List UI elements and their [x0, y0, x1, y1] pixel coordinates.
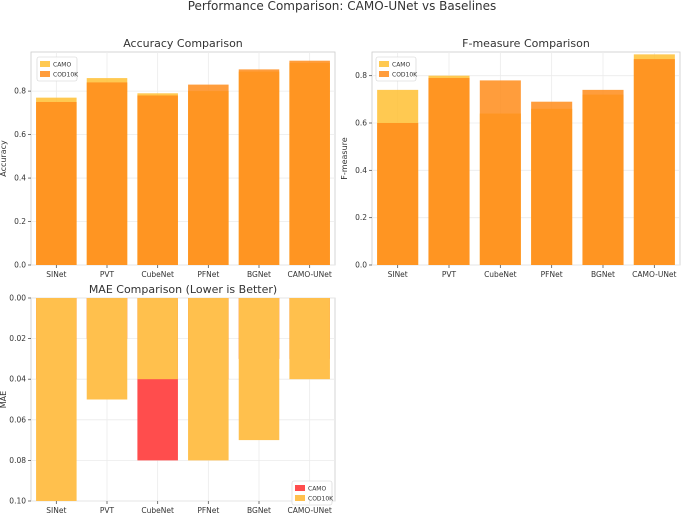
bar-cod10k-sinet	[36, 101, 77, 265]
y-tick-label: 0.8	[355, 71, 367, 80]
bar-cod10k-cubenet	[137, 95, 178, 265]
fmeasure-chart: 0.0 0.2 0.4 0.6 0.8 SINet PVT CubeNet PFNet BGNet…	[340, 37, 681, 279]
y-tick-label: 0.06	[9, 415, 26, 424]
x-tick-label: SINet	[388, 270, 408, 279]
bar-cod10k-cubenet	[137, 298, 178, 380]
chart-title: MAE Comparison (Lower is Better)	[89, 283, 277, 296]
y-axis-label: Accuracy	[0, 140, 8, 177]
legend-swatch	[379, 61, 389, 67]
bar-cod10k-cubenet	[479, 80, 521, 266]
bar-cod10k-bgnet	[238, 298, 280, 441]
x-tick-label: SINet	[46, 270, 66, 279]
x-tick-label: CAMO-UNet	[288, 270, 332, 279]
y-tick-label: 0.08	[9, 456, 26, 465]
bar-cod10k-bgnet	[238, 69, 280, 265]
x-tick-label: CAMO-UNet	[288, 506, 332, 515]
y-tick-label: 0.02	[9, 334, 26, 343]
x-tick-label: BGNet	[247, 506, 271, 515]
y-tick-label: 0.0	[14, 261, 26, 270]
y-axis-label: F-measure	[340, 137, 349, 179]
figure-title: Performance Comparison: CAMO-UNet vs Bas…	[188, 0, 497, 13]
x-tick-label: SINet	[46, 506, 66, 515]
y-tick-label: 0.6	[14, 130, 26, 139]
legend-label: COD10K	[392, 72, 418, 79]
x-tick-label: CubeNet	[484, 270, 517, 279]
bar-cod10k-pvt	[86, 82, 128, 265]
legend-label: COD10K	[53, 72, 79, 79]
bar-cod10k-sinet	[36, 298, 77, 501]
bar-cod10k-camo-unet	[289, 298, 330, 380]
legend-label: CAMO	[308, 486, 326, 493]
y-tick-label: 0.4	[355, 166, 367, 175]
x-tick-label: CubeNet	[141, 506, 174, 515]
x-tick-label: CAMO-UNet	[632, 270, 676, 279]
x-tick-label: BGNet	[247, 270, 271, 279]
chart-title: F-measure Comparison	[462, 37, 590, 50]
x-tick-label: PFNet	[197, 270, 219, 279]
y-tick-label: 0.10	[9, 497, 26, 506]
bar-cod10k-pvt	[428, 78, 470, 266]
legend-label: CAMO	[392, 62, 410, 69]
legend-swatch	[295, 495, 305, 501]
bar-cod10k-pfnet	[531, 101, 573, 265]
bar-cod10k-sinet	[377, 123, 419, 265]
legend-swatch	[40, 71, 50, 77]
mae-chart: 0.00 0.02 0.04 0.06 0.08 0.10 SINet PVT CubeNet P…	[0, 283, 336, 515]
x-tick-label: PVT	[100, 270, 115, 279]
y-tick-label: 0.6	[355, 119, 367, 128]
legend-label: COD10K	[308, 496, 334, 503]
y-tick-label: 0.00	[9, 294, 26, 303]
x-tick-label: PFNet	[541, 270, 563, 279]
y-tick-label: 0.2	[355, 213, 367, 222]
bar-cod10k-pfnet	[188, 84, 229, 265]
bar-cod10k-pvt	[86, 298, 128, 400]
y-tick-label: 0.8	[14, 87, 26, 96]
legend-swatch	[379, 71, 389, 77]
y-tick-label: 0.4	[14, 174, 26, 183]
y-tick-label: 0.2	[14, 217, 26, 226]
x-tick-label: BGNet	[591, 270, 615, 279]
chart-title: Accuracy Comparison	[123, 37, 243, 50]
legend-swatch	[40, 61, 50, 67]
bar-cod10k-camo-unet	[633, 59, 675, 265]
y-tick-label: 0.04	[9, 375, 26, 384]
legend-swatch	[295, 485, 305, 491]
bar-cod10k-pfnet	[188, 298, 229, 461]
y-axis-label: MAE	[0, 391, 8, 408]
x-tick-label: CubeNet	[141, 270, 174, 279]
y-tick-label: 0.0	[355, 261, 367, 270]
accuracy-chart: 0.0 0.2 0.4 0.6 0.8 SINet PVT CubeNet PFNet BGNet…	[0, 37, 336, 279]
bar-cod10k-camo-unet	[289, 60, 330, 265]
legend-label: CAMO	[53, 62, 71, 69]
x-tick-label: PVT	[100, 506, 115, 515]
bar-cod10k-bgnet	[582, 89, 624, 265]
x-tick-label: PVT	[442, 270, 457, 279]
x-tick-label: PFNet	[197, 506, 219, 515]
